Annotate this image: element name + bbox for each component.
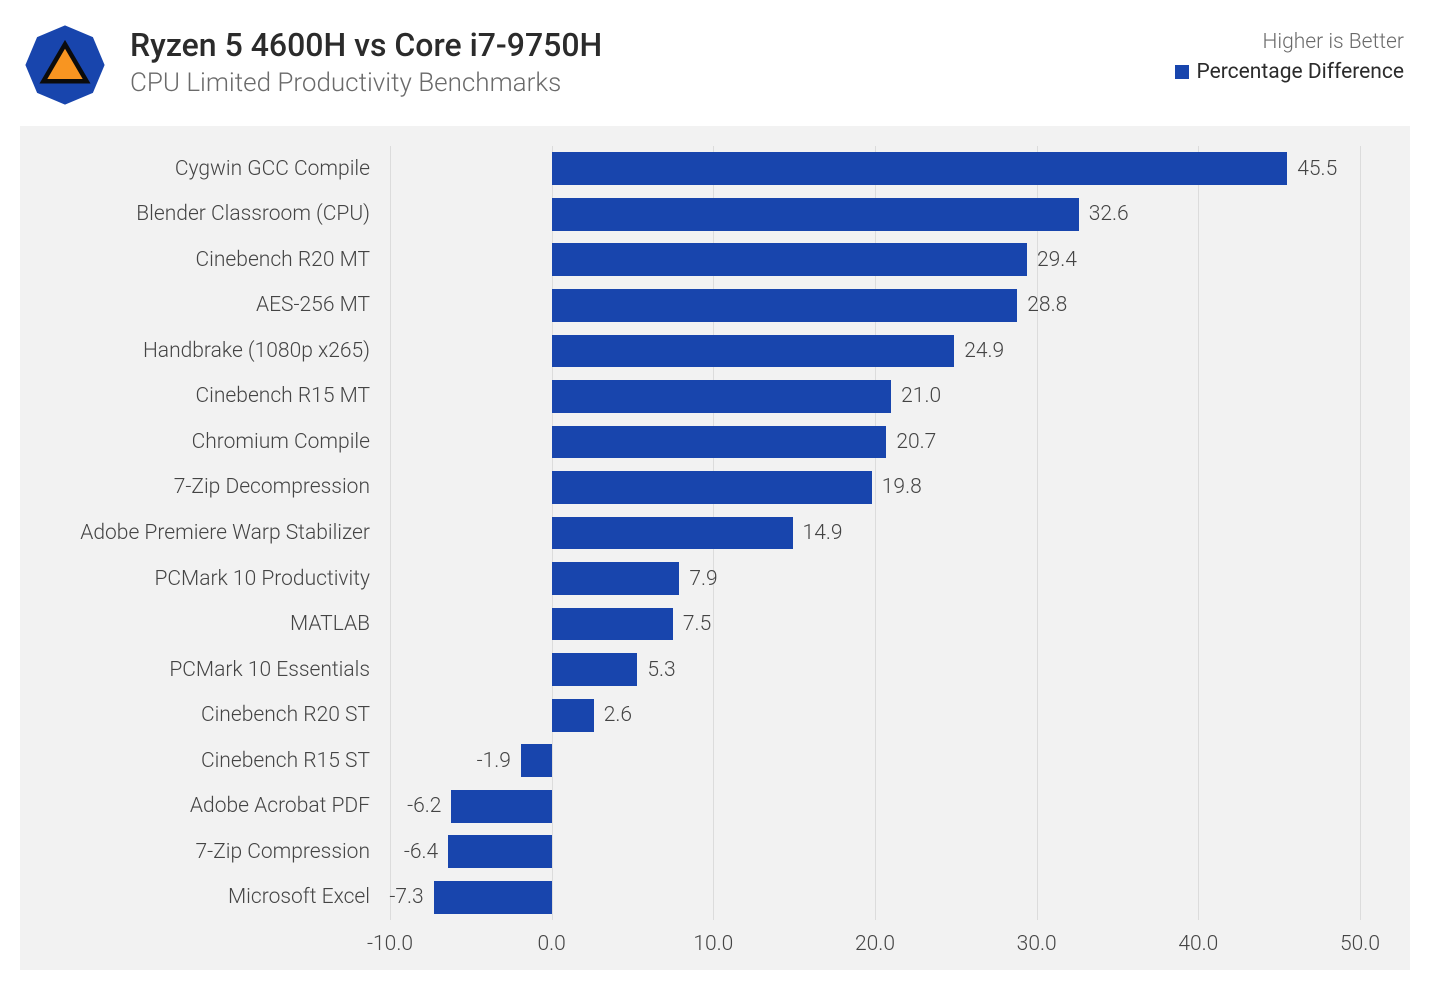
- value-label: 14.9: [803, 521, 843, 545]
- category-label: 7-Zip Decompression: [20, 465, 380, 511]
- bar: [552, 699, 594, 732]
- category-label: Blender Classroom (CPU): [20, 192, 380, 238]
- chart-title: Ryzen 5 4600H vs Core i7-9750H: [130, 26, 1155, 64]
- category-label: Adobe Acrobat PDF: [20, 783, 380, 829]
- category-label: PCMark 10 Productivity: [20, 556, 380, 602]
- bars-group: 45.5 32.6 29.4 28.8 24.9 21.0 20.7 19.8 14.9 7.9 7…: [390, 146, 1360, 920]
- value-label: 7.9: [689, 567, 717, 591]
- bar-row: 24.9: [390, 328, 1360, 374]
- title-block: Ryzen 5 4600H vs Core i7-9750H CPU Limit…: [130, 20, 1155, 98]
- bar-row: 19.8: [390, 465, 1360, 511]
- bar: [448, 835, 551, 868]
- bar-row: 28.8: [390, 283, 1360, 329]
- bar-row: 7.9: [390, 556, 1360, 602]
- value-label: 24.9: [964, 339, 1004, 363]
- category-label: Handbrake (1080p x265): [20, 328, 380, 374]
- value-label: 20.7: [896, 430, 936, 454]
- bar-row: 29.4: [390, 237, 1360, 283]
- bar: [451, 790, 551, 823]
- bar: [552, 608, 673, 641]
- bar-row: -6.2: [390, 783, 1360, 829]
- category-label: Cinebench R20 MT: [20, 237, 380, 283]
- bar: [552, 426, 887, 459]
- site-logo-icon: [20, 20, 110, 110]
- bar: [434, 881, 552, 914]
- bar-row: 45.5: [390, 146, 1360, 192]
- value-label: 32.6: [1089, 202, 1129, 226]
- value-label: 45.5: [1297, 157, 1337, 181]
- legend: Percentage Difference: [1175, 60, 1405, 84]
- legend-swatch-icon: [1175, 65, 1189, 79]
- chart-caption: Higher is Better: [1175, 30, 1405, 54]
- bar: [552, 380, 892, 413]
- bar-row: 5.3: [390, 647, 1360, 693]
- chart-container: Ryzen 5 4600H vs Core i7-9750H CPU Limit…: [0, 0, 1440, 1000]
- bar-row: -1.9: [390, 738, 1360, 784]
- value-label: -6.2: [407, 794, 441, 818]
- value-label: 29.4: [1037, 248, 1077, 272]
- bar-row: 32.6: [390, 192, 1360, 238]
- category-label: Cygwin GCC Compile: [20, 146, 380, 192]
- x-tick-label: 40.0: [1178, 932, 1218, 956]
- bar: [552, 517, 793, 550]
- bar-row: 14.9: [390, 510, 1360, 556]
- x-tick-label: 20.0: [855, 932, 895, 956]
- plot-area: Cygwin GCC CompileBlender Classroom (CPU…: [20, 126, 1410, 970]
- value-label: 2.6: [604, 703, 632, 727]
- bar: [552, 335, 955, 368]
- value-label: 7.5: [683, 612, 711, 636]
- bar: [552, 471, 872, 504]
- bar-row: 7.5: [390, 601, 1360, 647]
- value-label: -6.4: [404, 840, 438, 864]
- value-label: -7.3: [389, 885, 423, 909]
- category-label: Microsoft Excel: [20, 875, 380, 921]
- value-label: 28.8: [1027, 293, 1067, 317]
- value-label: -1.9: [477, 749, 511, 773]
- x-tick-label: 30.0: [1017, 932, 1057, 956]
- bar-row: 2.6: [390, 692, 1360, 738]
- bar-row: 21.0: [390, 374, 1360, 420]
- legend-block: Higher is Better Percentage Difference: [1175, 20, 1411, 84]
- category-label: Chromium Compile: [20, 419, 380, 465]
- legend-label: Percentage Difference: [1197, 60, 1405, 84]
- category-label: AES-256 MT: [20, 283, 380, 329]
- x-tick-label: 0.0: [537, 932, 565, 956]
- category-label: PCMark 10 Essentials: [20, 647, 380, 693]
- value-label: 21.0: [901, 384, 941, 408]
- bar: [552, 152, 1288, 185]
- gridline: [1360, 146, 1361, 920]
- chart-header: Ryzen 5 4600H vs Core i7-9750H CPU Limit…: [20, 20, 1410, 126]
- bar: [552, 653, 638, 686]
- value-label: 19.8: [882, 475, 922, 499]
- chart-subtitle: CPU Limited Productivity Benchmarks: [130, 68, 1155, 98]
- bar: [552, 198, 1079, 231]
- bar: [552, 562, 680, 595]
- y-axis-labels: Cygwin GCC CompileBlender Classroom (CPU…: [20, 146, 380, 920]
- x-tick-label: -10.0: [367, 932, 413, 956]
- bar: [552, 289, 1018, 322]
- category-label: Adobe Premiere Warp Stabilizer: [20, 510, 380, 556]
- category-label: MATLAB: [20, 601, 380, 647]
- category-label: Cinebench R15 MT: [20, 374, 380, 420]
- x-tick-label: 50.0: [1340, 932, 1380, 956]
- category-label: Cinebench R15 ST: [20, 738, 380, 784]
- bar: [521, 744, 552, 777]
- x-axis: -10.00.010.020.030.040.050.0: [390, 920, 1360, 970]
- bar-row: -6.4: [390, 829, 1360, 875]
- bar-row: 20.7: [390, 419, 1360, 465]
- x-tick-label: 10.0: [693, 932, 733, 956]
- bar: [552, 243, 1027, 276]
- category-label: 7-Zip Compression: [20, 829, 380, 875]
- category-label: Cinebench R20 ST: [20, 692, 380, 738]
- value-label: 5.3: [647, 658, 675, 682]
- bar-row: -7.3: [390, 875, 1360, 921]
